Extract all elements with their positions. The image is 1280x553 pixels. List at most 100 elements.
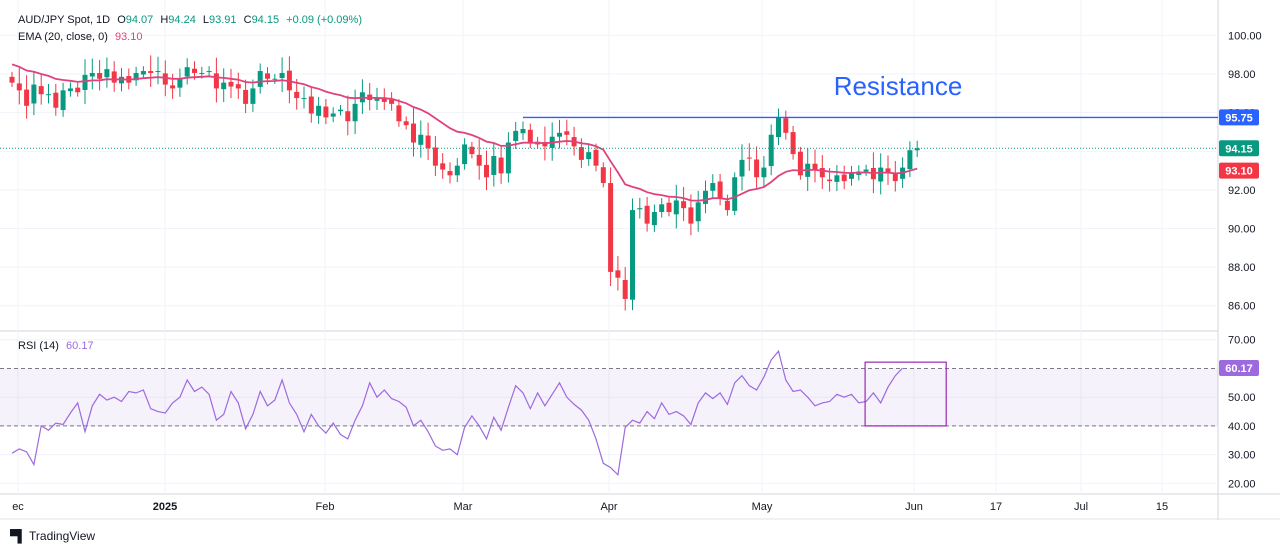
candle [53, 83, 59, 116]
candle-body [491, 156, 497, 175]
price-tag-bg [1219, 109, 1259, 126]
candle-body [695, 202, 701, 222]
date-tick-label: ec [12, 501, 24, 513]
candle-body [16, 83, 22, 91]
candle-body [885, 168, 891, 174]
candle [732, 172, 738, 216]
candle-body [827, 179, 833, 182]
candle [666, 197, 672, 217]
candle [717, 173, 723, 206]
candle-body [841, 174, 847, 182]
ohlc-legend: AUD/JPY Spot, 1D O94.07 H94.24 L93.91 C9… [18, 14, 366, 26]
rsi-legend[interactable]: RSI (14) 60.17 [18, 340, 98, 352]
candle-body [381, 97, 387, 102]
price-tick-label: 92.00 [1228, 185, 1256, 197]
candle-body [688, 207, 694, 224]
rsi-tick-label: 70.00 [1228, 335, 1256, 347]
candle-body [111, 71, 117, 83]
candle-body [608, 183, 614, 272]
candle-body [666, 202, 672, 213]
candle [432, 135, 438, 177]
candle-body [104, 69, 110, 78]
candlestick-series [9, 55, 920, 311]
brand-name: TradingView [29, 529, 96, 543]
candle-body [82, 74, 88, 90]
candle-body [637, 208, 643, 210]
candle [24, 75, 30, 119]
candle [177, 68, 183, 97]
ema-value: 93.10 [114, 31, 143, 43]
candle [724, 194, 730, 216]
rsi-line [11, 349, 904, 477]
candle-body [140, 71, 146, 75]
price-tag-bg [1219, 140, 1259, 157]
rsi-label: RSI (14) [18, 340, 59, 352]
candle [527, 123, 533, 149]
candle-body [498, 157, 504, 174]
candle-body [630, 210, 635, 300]
candle-body [834, 175, 840, 182]
candle [250, 79, 256, 112]
candle-body [615, 270, 621, 278]
candle-body [60, 90, 66, 111]
candle-body [257, 71, 263, 87]
price-axis[interactable]: 100.0098.0096.0094.0092.0090.0088.0086.0… [1228, 30, 1262, 490]
candle [878, 153, 884, 195]
candle-body [586, 152, 592, 160]
candle [790, 125, 796, 160]
change-value: +0.09 (+0.09%) [286, 14, 362, 26]
candle-body [162, 73, 168, 85]
candle [75, 82, 81, 97]
candle [797, 146, 803, 180]
candle [67, 82, 73, 97]
candle [235, 72, 241, 99]
candle [330, 107, 336, 123]
time-axis[interactable]: ec 2025 Feb Mar Apr May Jun 17 Jul 15 [12, 501, 1168, 513]
candle-body [403, 121, 409, 126]
candle [557, 119, 562, 149]
candle [294, 78, 300, 110]
candle-body [221, 82, 227, 90]
candle [286, 56, 292, 104]
date-tick-label: Jul [1074, 501, 1088, 513]
candle-body [593, 149, 599, 166]
rsi-tick-label: 40.00 [1228, 421, 1256, 433]
candle-body [67, 88, 73, 92]
candle [389, 92, 395, 111]
candle [104, 57, 110, 88]
date-tick-label: 17 [990, 501, 1002, 513]
candle-body [761, 167, 767, 178]
price-tag-label: 94.15 [1225, 143, 1253, 155]
candle-body [75, 87, 81, 93]
candle-body [53, 92, 59, 108]
brand-watermark[interactable]: ▀▌ TradingView [10, 529, 95, 543]
rsi-tick-label: 30.00 [1228, 450, 1256, 462]
candle-body [213, 73, 219, 89]
candle [819, 155, 825, 189]
candle-body [38, 86, 44, 95]
symbol-title[interactable]: AUD/JPY Spot, 1D [18, 14, 111, 26]
candle-body [732, 177, 738, 211]
candle-body [476, 154, 482, 166]
candle-body [703, 190, 708, 204]
candle [710, 174, 716, 199]
candle-body [812, 163, 818, 170]
price-tag-label: 93.10 [1225, 166, 1253, 178]
candle-body [9, 76, 15, 83]
chart-overlays: Resistance [0, 63, 1218, 202]
candle-body [338, 109, 343, 112]
rsi-value: 60.17 [66, 340, 94, 352]
candle [367, 83, 373, 111]
price-tag: 95.75 [1219, 109, 1259, 126]
candle-body [564, 131, 570, 135]
ema-legend[interactable]: EMA (20, close, 0) 93.10 [18, 31, 146, 43]
candle-body [272, 78, 278, 80]
candle-body [97, 72, 103, 79]
candle [914, 140, 920, 158]
candle [170, 73, 176, 99]
candle-body [396, 105, 402, 122]
rsi-highlight-box [864, 361, 947, 427]
candle [308, 86, 314, 123]
candle-body [849, 173, 854, 179]
